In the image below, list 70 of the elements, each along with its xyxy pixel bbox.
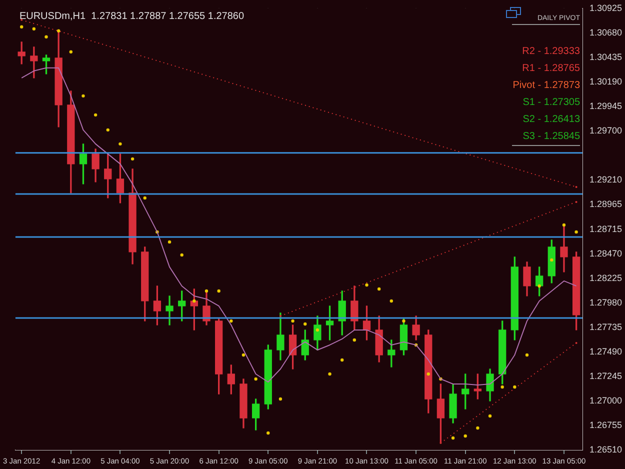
point <box>180 253 184 257</box>
point <box>402 319 406 323</box>
point <box>476 426 480 430</box>
point <box>513 385 516 389</box>
point <box>56 29 60 33</box>
point <box>192 299 196 303</box>
point <box>562 223 566 227</box>
annotation: R2 - 1.29333 <box>521 45 580 59</box>
point <box>278 397 282 401</box>
point <box>106 128 110 132</box>
point <box>352 338 356 342</box>
point <box>550 258 554 262</box>
y-tick-label: 1.29210 <box>589 174 622 184</box>
annotation: S2 - 1.26413 <box>522 113 580 127</box>
point <box>204 289 208 293</box>
point <box>130 157 134 161</box>
point <box>242 353 246 357</box>
candlestick <box>30 46 38 78</box>
point <box>426 372 430 376</box>
y-tick-label: 1.30435 <box>589 52 622 62</box>
point <box>94 113 98 117</box>
point <box>32 27 36 31</box>
y-tick-label: 1.28965 <box>589 198 622 209</box>
y-tick-label: 1.30190 <box>589 76 622 86</box>
point <box>266 431 270 435</box>
point <box>365 283 368 287</box>
point <box>500 385 504 389</box>
point <box>118 142 122 146</box>
y-tick-label: 1.30925 <box>589 2 622 13</box>
annotation: S1 - 1.27305 <box>522 96 580 110</box>
y-tick-label: 1.27000 <box>589 395 622 406</box>
point <box>538 284 541 288</box>
point <box>488 414 492 418</box>
point <box>217 289 220 293</box>
point <box>451 436 455 440</box>
point <box>82 94 85 98</box>
y-tick-label: 1.26510 <box>589 444 622 454</box>
point <box>69 50 73 54</box>
point <box>377 287 381 291</box>
point <box>254 377 258 381</box>
point <box>340 358 344 362</box>
y-tick-label: 1.27980 <box>589 297 622 308</box>
chart-title: EURUSDm,H1 1.27831 1.27887 1.27655 1.27860 <box>19 11 244 22</box>
y-tick-label: 1.27735 <box>589 322 622 332</box>
y-tick-label: 1.29945 <box>589 100 622 111</box>
candlestick <box>166 296 174 326</box>
point <box>316 328 320 332</box>
annotation: S3 - 1.25845 <box>512 128 580 146</box>
y-tick-label: 1.28715 <box>589 224 622 234</box>
y-tick-label: 1.30680 <box>589 27 622 38</box>
point <box>390 299 394 303</box>
point <box>464 434 467 438</box>
y-tick-label: 1.29700 <box>589 125 622 136</box>
point <box>304 322 307 326</box>
point <box>328 372 332 376</box>
annotation: Pivot - 1.27873 <box>512 79 580 93</box>
point <box>20 25 24 29</box>
point <box>291 319 294 323</box>
y-tick-label: 1.28225 <box>589 272 622 283</box>
point <box>525 353 529 357</box>
y-tick-label: 1.26755 <box>589 420 622 430</box>
point <box>574 230 578 234</box>
point <box>230 319 233 323</box>
point <box>143 196 146 200</box>
y-tick-label: 1.27490 <box>589 346 622 356</box>
y-tick-label: 1.27245 <box>589 370 622 381</box>
y-tick-label: 1.28470 <box>589 248 622 258</box>
annotation: R1 - 1.28765 <box>521 62 580 76</box>
point <box>168 240 172 244</box>
point <box>44 35 48 39</box>
